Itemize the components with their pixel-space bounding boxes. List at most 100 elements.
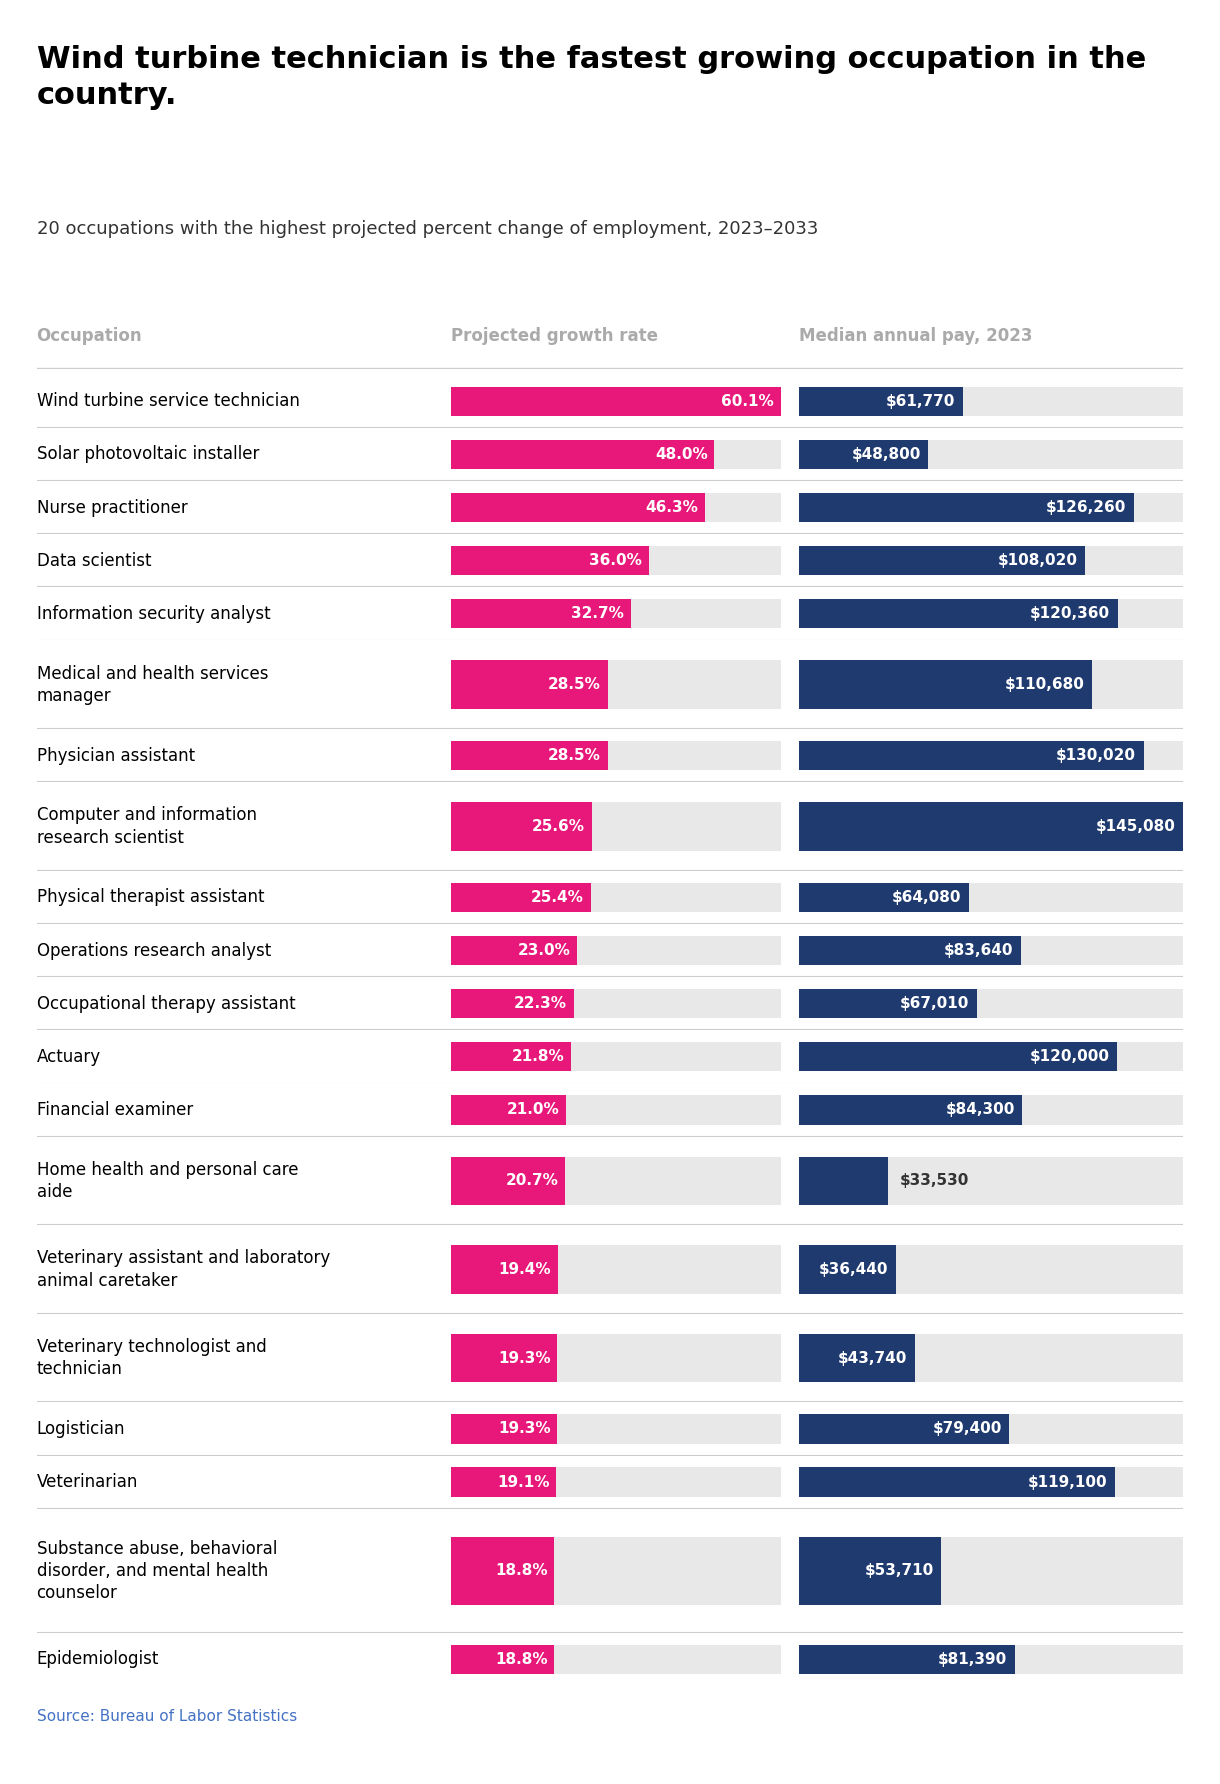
Text: Median annual pay, 2023: Median annual pay, 2023 [799,326,1032,346]
Text: Operations research analyst: Operations research analyst [37,942,271,960]
Text: Data scientist: Data scientist [37,551,151,569]
FancyBboxPatch shape [451,492,781,523]
FancyBboxPatch shape [451,988,781,1019]
FancyBboxPatch shape [799,1095,1183,1124]
FancyBboxPatch shape [799,599,1183,628]
FancyBboxPatch shape [799,1536,942,1606]
FancyBboxPatch shape [451,937,577,965]
FancyBboxPatch shape [799,803,1183,851]
Text: 18.8%: 18.8% [495,1652,548,1666]
Text: Logistician: Logistician [37,1420,126,1438]
Text: 21.8%: 21.8% [511,1049,565,1065]
FancyBboxPatch shape [799,1095,1022,1124]
Text: $53,710: $53,710 [865,1563,933,1579]
FancyBboxPatch shape [451,803,781,851]
Text: 19.1%: 19.1% [497,1475,549,1490]
Text: Computer and information
research scientist: Computer and information research scient… [37,806,256,847]
Text: Physical therapist assistant: Physical therapist assistant [37,888,264,906]
Text: Epidemiologist: Epidemiologist [37,1650,159,1668]
Text: 19.3%: 19.3% [498,1350,550,1365]
Text: $36,440: $36,440 [819,1261,888,1277]
FancyBboxPatch shape [799,883,969,912]
Text: Information security analyst: Information security analyst [37,605,270,623]
Text: $61,770: $61,770 [886,394,955,409]
FancyBboxPatch shape [451,1042,781,1072]
Text: Veterinary assistant and laboratory
animal caretaker: Veterinary assistant and laboratory anim… [37,1249,329,1290]
Text: 28.5%: 28.5% [548,678,601,692]
Text: Veterinarian: Veterinarian [37,1474,138,1491]
FancyBboxPatch shape [451,1536,554,1606]
Text: 48.0%: 48.0% [655,446,708,462]
FancyBboxPatch shape [799,387,963,416]
FancyBboxPatch shape [799,1415,1009,1443]
FancyBboxPatch shape [799,1042,1118,1072]
FancyBboxPatch shape [451,387,781,416]
Text: 25.4%: 25.4% [531,890,584,904]
FancyBboxPatch shape [451,988,573,1019]
FancyBboxPatch shape [451,1468,556,1497]
FancyBboxPatch shape [799,740,1143,771]
Text: Solar photovoltaic installer: Solar photovoltaic installer [37,446,259,464]
Text: Physician assistant: Physician assistant [37,747,195,765]
FancyBboxPatch shape [451,1468,781,1497]
FancyBboxPatch shape [451,660,608,708]
Text: 28.5%: 28.5% [548,747,601,764]
Text: $43,740: $43,740 [838,1350,908,1365]
Text: 25.6%: 25.6% [532,819,586,833]
FancyBboxPatch shape [799,1536,1183,1606]
Text: Occupation: Occupation [37,326,143,346]
FancyBboxPatch shape [799,1245,1183,1293]
FancyBboxPatch shape [799,1334,1183,1383]
FancyBboxPatch shape [451,937,781,965]
FancyBboxPatch shape [451,740,781,771]
FancyBboxPatch shape [799,1156,888,1206]
Text: 60.1%: 60.1% [721,394,775,409]
FancyBboxPatch shape [451,546,781,574]
Text: Financial examiner: Financial examiner [37,1101,193,1119]
Text: $79,400: $79,400 [932,1422,1002,1436]
Text: $81,390: $81,390 [938,1652,1006,1666]
FancyBboxPatch shape [799,387,1183,416]
FancyBboxPatch shape [799,740,1183,771]
FancyBboxPatch shape [799,1468,1115,1497]
FancyBboxPatch shape [451,1645,781,1673]
FancyBboxPatch shape [451,883,590,912]
Text: $119,100: $119,100 [1027,1475,1107,1490]
FancyBboxPatch shape [451,740,608,771]
FancyBboxPatch shape [451,803,592,851]
FancyBboxPatch shape [799,660,1183,708]
FancyBboxPatch shape [799,492,1133,523]
Text: 36.0%: 36.0% [589,553,642,567]
FancyBboxPatch shape [451,660,781,708]
Text: $67,010: $67,010 [899,995,969,1012]
FancyBboxPatch shape [451,599,781,628]
FancyBboxPatch shape [451,1645,554,1673]
FancyBboxPatch shape [451,1415,558,1443]
FancyBboxPatch shape [451,492,705,523]
FancyBboxPatch shape [451,883,781,912]
FancyBboxPatch shape [799,883,1183,912]
Text: $48,800: $48,800 [852,446,921,462]
FancyBboxPatch shape [451,441,715,469]
FancyBboxPatch shape [799,1334,915,1383]
FancyBboxPatch shape [451,387,781,416]
Text: $64,080: $64,080 [892,890,961,904]
FancyBboxPatch shape [451,1156,565,1206]
Text: $120,000: $120,000 [1030,1049,1109,1065]
FancyBboxPatch shape [451,441,781,469]
Text: Wind turbine technician is the fastest growing occupation in the
country.: Wind turbine technician is the fastest g… [37,45,1146,109]
FancyBboxPatch shape [799,599,1118,628]
FancyBboxPatch shape [451,1536,781,1606]
Text: 23.0%: 23.0% [518,944,571,958]
Text: $84,300: $84,300 [946,1103,1015,1117]
Text: $110,680: $110,680 [1005,678,1085,692]
FancyBboxPatch shape [799,803,1183,851]
Text: $83,640: $83,640 [943,944,1013,958]
Text: Actuary: Actuary [37,1047,101,1065]
Text: 20.7%: 20.7% [505,1174,559,1188]
FancyBboxPatch shape [451,1245,781,1293]
FancyBboxPatch shape [451,599,631,628]
Text: Home health and personal care
aide: Home health and personal care aide [37,1161,298,1201]
Text: Veterinary technologist and
technician: Veterinary technologist and technician [37,1338,266,1379]
FancyBboxPatch shape [799,546,1183,574]
